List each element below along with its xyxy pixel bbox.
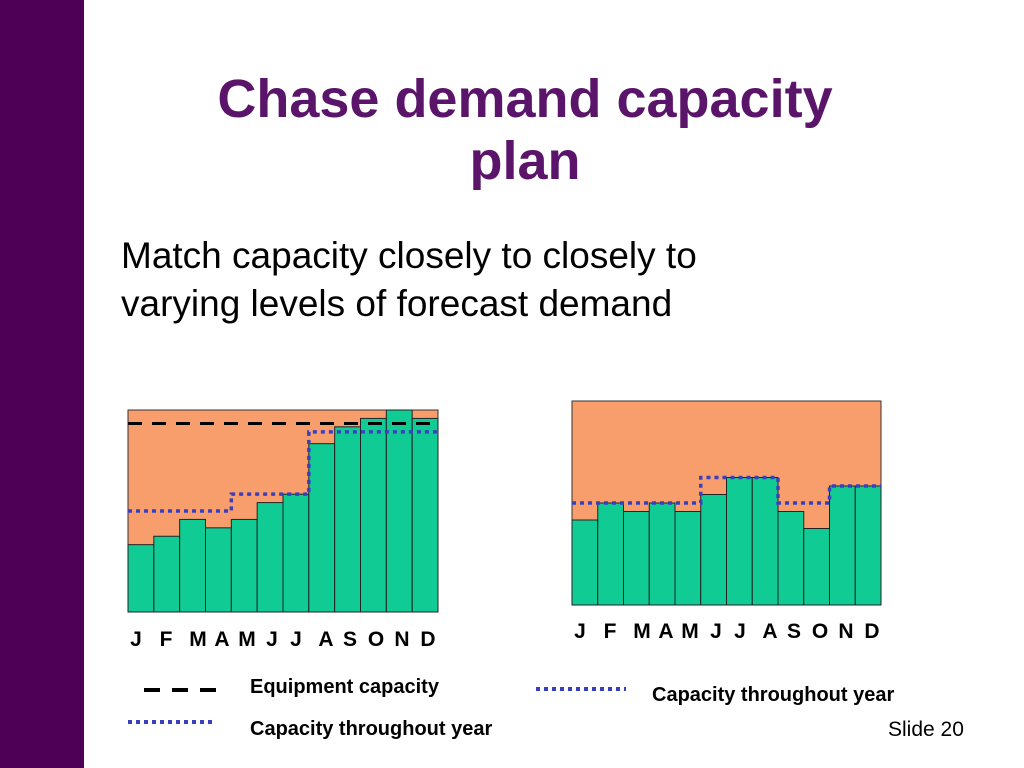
left-decorative-band bbox=[0, 0, 84, 768]
chart-1-bar-12 bbox=[411, 417, 439, 613]
legend-label-equipment-capacity: Equipment capacity bbox=[250, 676, 439, 698]
chart-1-tick-label-1: J bbox=[130, 628, 142, 651]
chart-2-bar-5 bbox=[674, 511, 702, 606]
chart-2-tick-label-7: J bbox=[734, 620, 746, 643]
chart-1-tick-label-12: D bbox=[420, 628, 435, 651]
chart-1-tick-label-5: M bbox=[238, 628, 256, 651]
legend-label-capacity-throughout-year-left: Capacity throughout year bbox=[250, 718, 493, 740]
chart-1-bar-3 bbox=[179, 518, 207, 613]
chart-1-bar-11 bbox=[385, 409, 413, 613]
slide-body-line-2: varying levels of forecast demand bbox=[121, 283, 673, 324]
chart-1-bar-8 bbox=[308, 443, 336, 613]
chart-2-tick-label-8: A bbox=[762, 620, 777, 643]
chart-2-bar-4 bbox=[648, 502, 676, 606]
slide-number: Slide 20 bbox=[888, 718, 964, 741]
slide-body-text: Match capacity closely to closely to var… bbox=[121, 232, 921, 328]
slide-title-line-2: plan bbox=[469, 131, 581, 191]
chart-2-bar-3 bbox=[623, 511, 650, 606]
slide-title-line-1: Chase demand capacity bbox=[217, 69, 833, 129]
chart-2-bar-9 bbox=[777, 511, 805, 606]
chart-1-tick-label-7: J bbox=[290, 628, 302, 651]
chart-1-tick-label-2: F bbox=[160, 628, 173, 651]
chart-2-tick-label-12: D bbox=[864, 620, 879, 643]
chart-1-bar-7 bbox=[282, 493, 310, 613]
slide-title: Chase demand capacity plan bbox=[130, 68, 920, 192]
chart-2-tick-label-6: J bbox=[710, 620, 722, 643]
chart-2-bar-2 bbox=[597, 502, 624, 606]
legend-swatch-equipment-dashed bbox=[144, 688, 220, 692]
chart-2-bar-1 bbox=[571, 519, 599, 606]
legend-swatch-capacity-dotted-left bbox=[128, 720, 216, 724]
chart-2-bar-7 bbox=[726, 477, 753, 606]
chart-1-bar-6 bbox=[256, 502, 284, 613]
chart-1-tick-label-11: N bbox=[394, 628, 409, 651]
chart-2-bar-12 bbox=[854, 485, 882, 606]
chart-1-bar-5 bbox=[230, 518, 258, 613]
chart-2-tick-label-1: J bbox=[574, 620, 586, 643]
chart-2-tick-label-3: M bbox=[633, 620, 651, 643]
chart-2-tick-label-11: N bbox=[838, 620, 853, 643]
legend-label-capacity-throughout-year-right: Capacity throughout year bbox=[652, 684, 895, 706]
chart-2-bar-10 bbox=[803, 528, 830, 606]
chart-1-tick-label-10: O bbox=[368, 628, 384, 651]
chart-1-bar-1 bbox=[127, 544, 155, 613]
chart-1-bar-10 bbox=[360, 417, 387, 613]
chart-2-tick-label-2: F bbox=[604, 620, 617, 643]
chart-1-bar-4 bbox=[205, 527, 232, 613]
chart-1-tick-label-6: J bbox=[266, 628, 278, 651]
legend-swatch-capacity-dotted-right bbox=[536, 687, 626, 691]
chart-2-tick-label-5: M bbox=[681, 620, 699, 643]
chart-2-bar-11 bbox=[829, 485, 856, 606]
chart-1-line-capacity-throughout-year bbox=[128, 430, 438, 513]
chart-2-bar-8 bbox=[751, 477, 779, 606]
chart-2-tick-label-4: A bbox=[658, 620, 673, 643]
slide-body-line-1: Match capacity closely to closely to bbox=[121, 235, 697, 276]
chart-1-bar-2 bbox=[153, 535, 181, 613]
chart-1-bar-9 bbox=[334, 426, 361, 613]
chart-1-tick-label-9: S bbox=[343, 628, 357, 651]
chart-2-line-capacity-throughout-year bbox=[572, 475, 881, 505]
chart-2-bar-6 bbox=[700, 494, 727, 606]
chart-1-tick-label-3: M bbox=[189, 628, 207, 651]
chart-1-tick-label-4: A bbox=[214, 628, 229, 651]
chart-1-tick-label-8: A bbox=[318, 628, 333, 651]
chart-2-tick-label-9: S bbox=[787, 620, 801, 643]
chart-2-tick-label-10: O bbox=[812, 620, 828, 643]
